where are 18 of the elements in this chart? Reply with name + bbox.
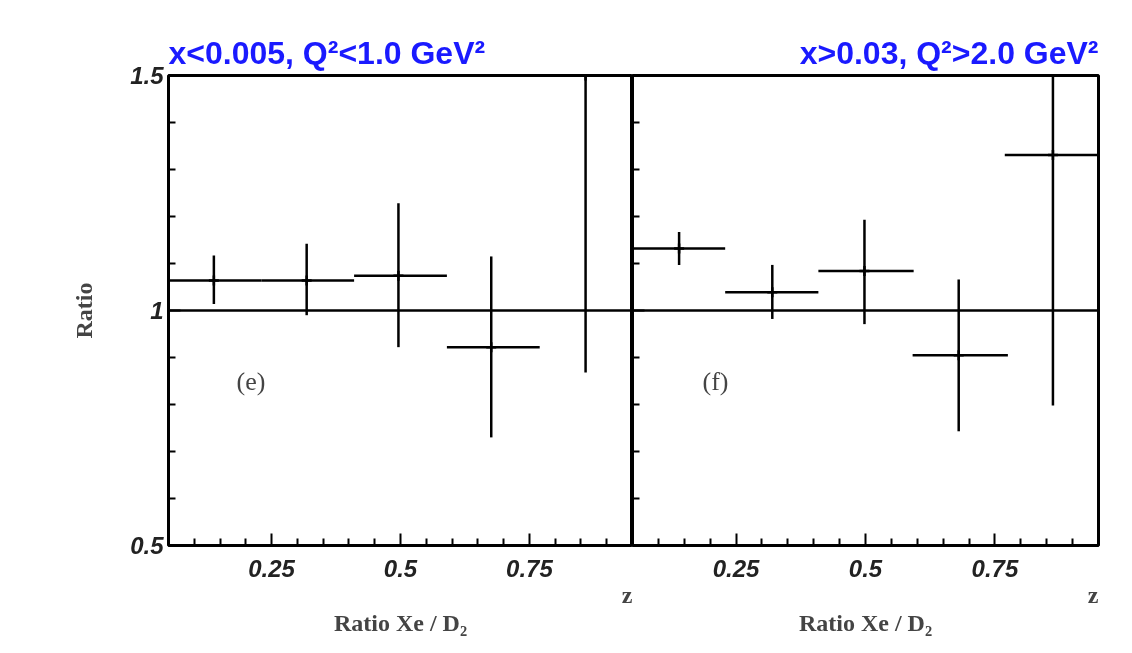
x-tick-label: 0.5	[848, 554, 883, 582]
x-axis-title: z	[1087, 581, 1099, 608]
y-tick-label: 1.5	[130, 62, 165, 89]
x-tick-label: 0.5	[383, 554, 418, 582]
x-tick-label: 0.25	[712, 554, 761, 582]
text: Ratio Xe / D₂	[798, 609, 933, 636]
chart-title: x<0.005, Q²<1.0 GeV²	[168, 34, 486, 71]
y-axis-title: Ratio	[71, 282, 98, 339]
x-axis-title: z	[621, 581, 633, 608]
y-tick-label: 1	[150, 297, 164, 324]
chart-title: x>0.03, Q²>2.0 GeV²	[799, 34, 1099, 71]
y-tick-label: 0.5	[130, 532, 165, 559]
x-tick-label: 0.25	[248, 554, 296, 582]
text: Ratio Xe / D₂	[333, 609, 468, 636]
x-tick-label: 0.75	[971, 554, 1019, 582]
annotation: (f)	[702, 366, 729, 396]
annotation: (e)	[236, 366, 266, 396]
x-tick-label: 0.75	[506, 554, 554, 582]
